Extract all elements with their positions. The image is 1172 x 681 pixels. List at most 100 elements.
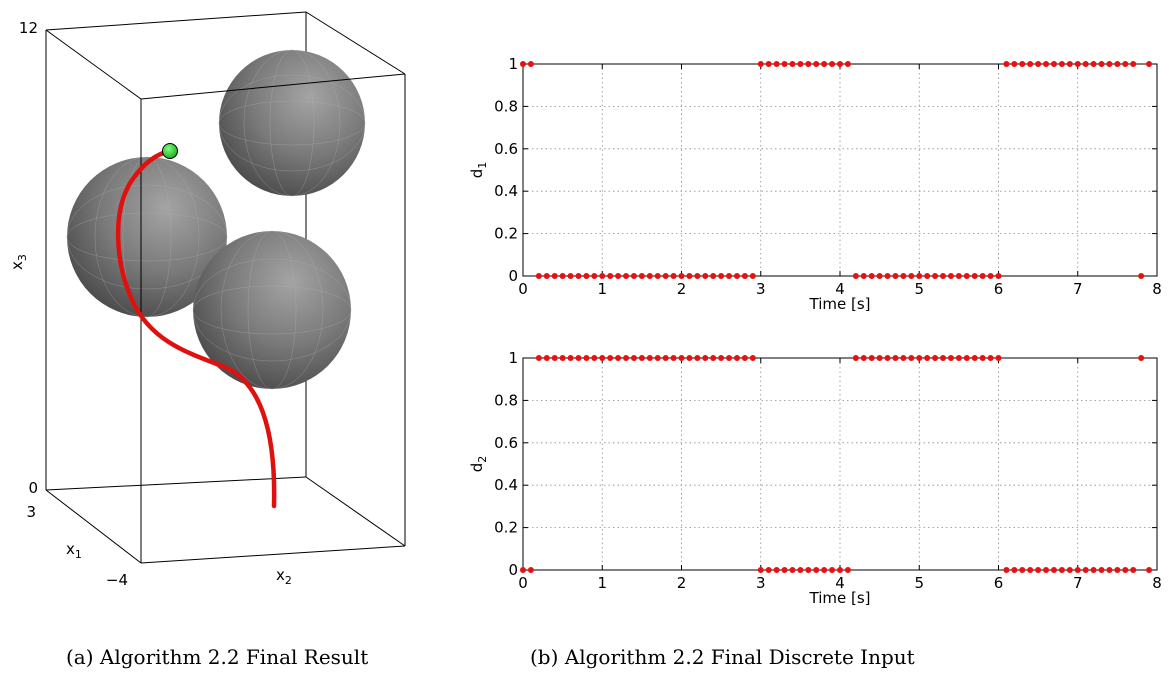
data-point (567, 355, 574, 361)
obstacle-spheres (66, 49, 366, 390)
data-point (805, 567, 812, 573)
data-point (789, 567, 796, 573)
data-point (670, 355, 677, 361)
data-point (607, 355, 614, 361)
plot-d1: 0 1 2 3 4 5 6 7 8 0 0.2 0.4 0.6 0.8 1 Time [s] d1 (468, 55, 1162, 313)
y-tick-label: 0.6 (494, 434, 518, 452)
data-point (543, 273, 550, 279)
data-point (1098, 61, 1105, 67)
data-point (1019, 61, 1026, 67)
data-point (1035, 61, 1042, 67)
data-point (916, 273, 923, 279)
data-point (1122, 61, 1129, 67)
data-point (1027, 61, 1034, 67)
data-point (1138, 273, 1145, 279)
y-tick-label: 0.4 (494, 476, 518, 494)
data-point (979, 355, 986, 361)
data-point (543, 355, 550, 361)
data-point (892, 355, 899, 361)
data-point (892, 273, 899, 279)
data-point (1106, 61, 1113, 67)
data-point (1011, 567, 1018, 573)
y-tick-label: 0.4 (494, 182, 518, 200)
data-point (837, 61, 843, 67)
data-point (1003, 61, 1010, 67)
data-point (726, 355, 733, 361)
data-point (654, 273, 661, 279)
data-point (947, 273, 954, 279)
data-point (1066, 61, 1073, 67)
x1-tick-min: −4 (106, 571, 128, 589)
data-point (702, 273, 709, 279)
data-point (1074, 567, 1081, 573)
data-point (1114, 61, 1121, 67)
data-point (829, 567, 836, 573)
data-point (979, 273, 986, 279)
data-point (940, 273, 947, 279)
data-point (1003, 567, 1010, 573)
x2-axis-label: x2 (276, 566, 292, 587)
data-point (908, 355, 915, 361)
data-point (1138, 355, 1145, 361)
data-point (694, 355, 701, 361)
data-point (535, 355, 542, 361)
data-point (821, 61, 828, 67)
data-point (527, 567, 534, 573)
data-point (615, 273, 622, 279)
data-point (718, 273, 725, 279)
x-tick-label: 6 (994, 574, 1004, 592)
data-point (947, 355, 954, 361)
data-point (630, 355, 637, 361)
data-point (1082, 61, 1089, 67)
data-point (876, 273, 883, 279)
x-tick-label: 0 (518, 574, 528, 592)
data-point (971, 355, 978, 361)
data-point (932, 355, 939, 361)
data-point (1098, 567, 1105, 573)
x-axis-label: Time [s] (809, 295, 871, 313)
data-point (599, 273, 606, 279)
x-tick-label: 2 (677, 574, 687, 592)
x-tick-label: 1 (597, 574, 607, 592)
data-point (797, 61, 804, 67)
z-axis-label: x3 (8, 254, 29, 270)
data-point (741, 355, 748, 361)
y-tick-label: 1 (508, 55, 518, 73)
x-axis-label: Time [s] (809, 589, 871, 607)
data-point (638, 273, 645, 279)
data-point (654, 355, 661, 361)
data-point (551, 273, 558, 279)
data-point (773, 567, 780, 573)
data-point (678, 273, 685, 279)
x-tick-label: 8 (1152, 574, 1162, 592)
data-point (868, 355, 875, 361)
data-point (844, 567, 851, 573)
y-tick-label: 0.8 (494, 97, 518, 115)
x-tick-label: 3 (756, 574, 766, 592)
data-point (599, 355, 606, 361)
data-point (852, 355, 859, 361)
x1-axis-label: x1 (66, 540, 82, 561)
data-point (1130, 567, 1137, 573)
data-point (630, 273, 637, 279)
data-point (1027, 567, 1034, 573)
data-point (1146, 61, 1153, 67)
data-point (749, 355, 756, 361)
data-point (1106, 567, 1113, 573)
y-tick-label: 0 (508, 561, 518, 579)
data-point (1122, 567, 1129, 573)
data-point (583, 273, 590, 279)
data-point (1066, 567, 1073, 573)
z-tick-max: 12 (19, 19, 38, 37)
z-tick-min: 0 (28, 479, 38, 497)
x1-tick-max: 3 (26, 503, 36, 521)
data-point (987, 355, 994, 361)
data-point (765, 61, 772, 67)
data-point (940, 355, 947, 361)
data-point (520, 61, 526, 67)
data-point (995, 273, 1002, 279)
data-point (852, 273, 859, 279)
x-tick-label: 3 (756, 280, 766, 298)
data-point (932, 273, 939, 279)
data-point (638, 355, 645, 361)
